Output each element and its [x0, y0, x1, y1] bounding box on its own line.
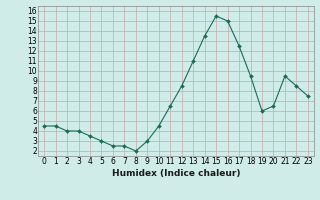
X-axis label: Humidex (Indice chaleur): Humidex (Indice chaleur): [112, 169, 240, 178]
